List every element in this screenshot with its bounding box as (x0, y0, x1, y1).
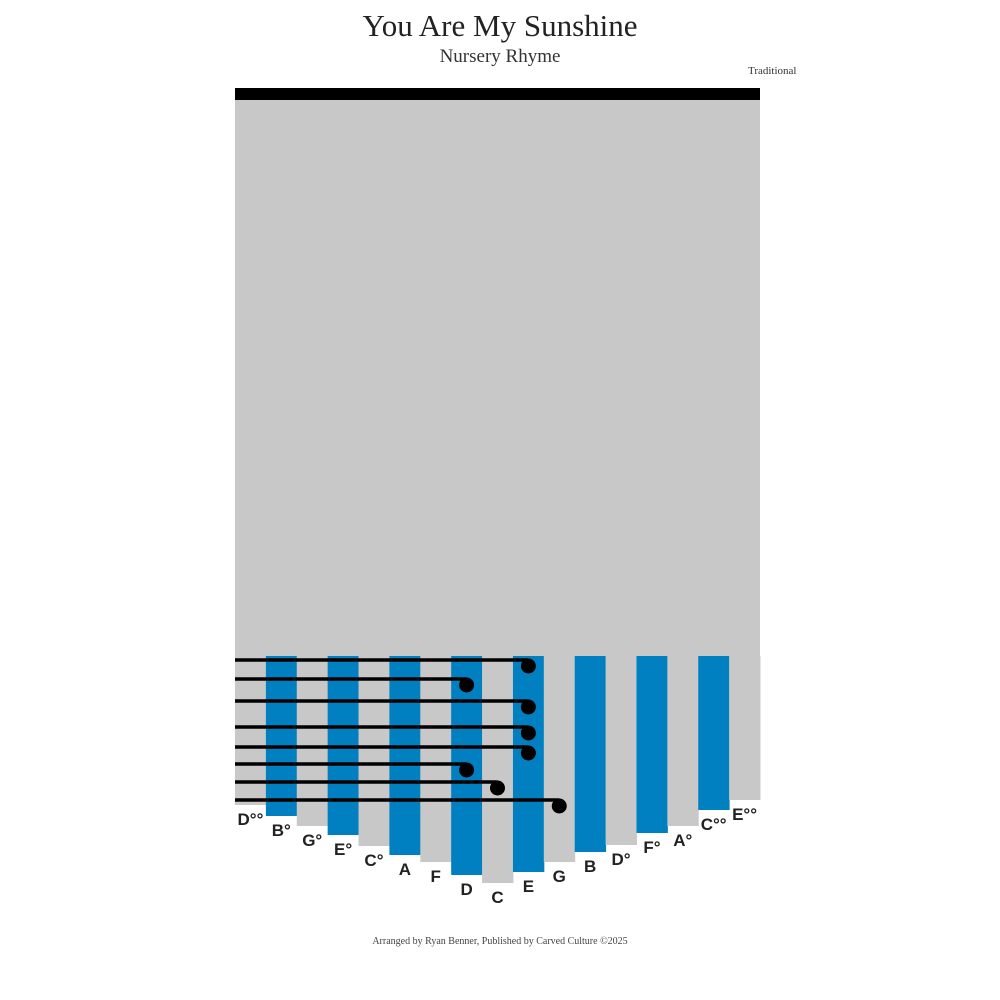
tine-16 (729, 656, 761, 800)
tine-label: F (431, 867, 441, 886)
tine-label: B° (272, 821, 291, 840)
tine-1 (265, 656, 298, 816)
tine-12 (605, 656, 637, 845)
tine-11 (574, 656, 607, 852)
tine-label: A° (673, 831, 692, 850)
footer-credit: Arranged by Ryan Benner, Published by Ca… (372, 936, 628, 947)
tine-15 (698, 656, 730, 810)
tine-8 (482, 656, 514, 883)
note-E (520, 658, 536, 674)
tab-background (235, 100, 760, 657)
tine-10 (543, 656, 576, 862)
note-C (490, 780, 505, 796)
tine-label: A (399, 860, 411, 879)
top-bar (235, 88, 760, 100)
note-D (459, 677, 475, 693)
tine-4 (358, 656, 390, 846)
note-D (459, 762, 475, 778)
tine-5 (389, 656, 421, 855)
composer: Traditional (748, 65, 797, 77)
tine-label: F° (643, 838, 660, 857)
tine-label: D°° (238, 810, 264, 829)
tine-label: E° (334, 840, 352, 859)
tine-label: D (460, 880, 472, 899)
note-G (551, 798, 567, 814)
tine-label: C° (364, 851, 383, 870)
tine-label: B (584, 857, 596, 876)
tine-9 (512, 656, 545, 872)
tine-14 (667, 656, 699, 826)
tine-label: E°° (732, 805, 757, 824)
tine-0 (235, 656, 267, 805)
tine-label: G (553, 867, 566, 886)
tine-6 (420, 656, 452, 862)
tine-label: C (491, 888, 503, 907)
tine-label: G° (302, 831, 322, 850)
song-title: You Are My Sunshine (362, 8, 638, 43)
tine-13 (636, 656, 668, 833)
tine-label: E (523, 877, 534, 896)
note-E (520, 745, 536, 761)
note-E (520, 699, 536, 715)
tine-label: D° (611, 850, 630, 869)
note-E (520, 725, 536, 741)
tine-2 (296, 656, 329, 826)
song-subtitle: Nursery Rhyme (439, 46, 561, 67)
tine-label: C°° (701, 815, 727, 834)
